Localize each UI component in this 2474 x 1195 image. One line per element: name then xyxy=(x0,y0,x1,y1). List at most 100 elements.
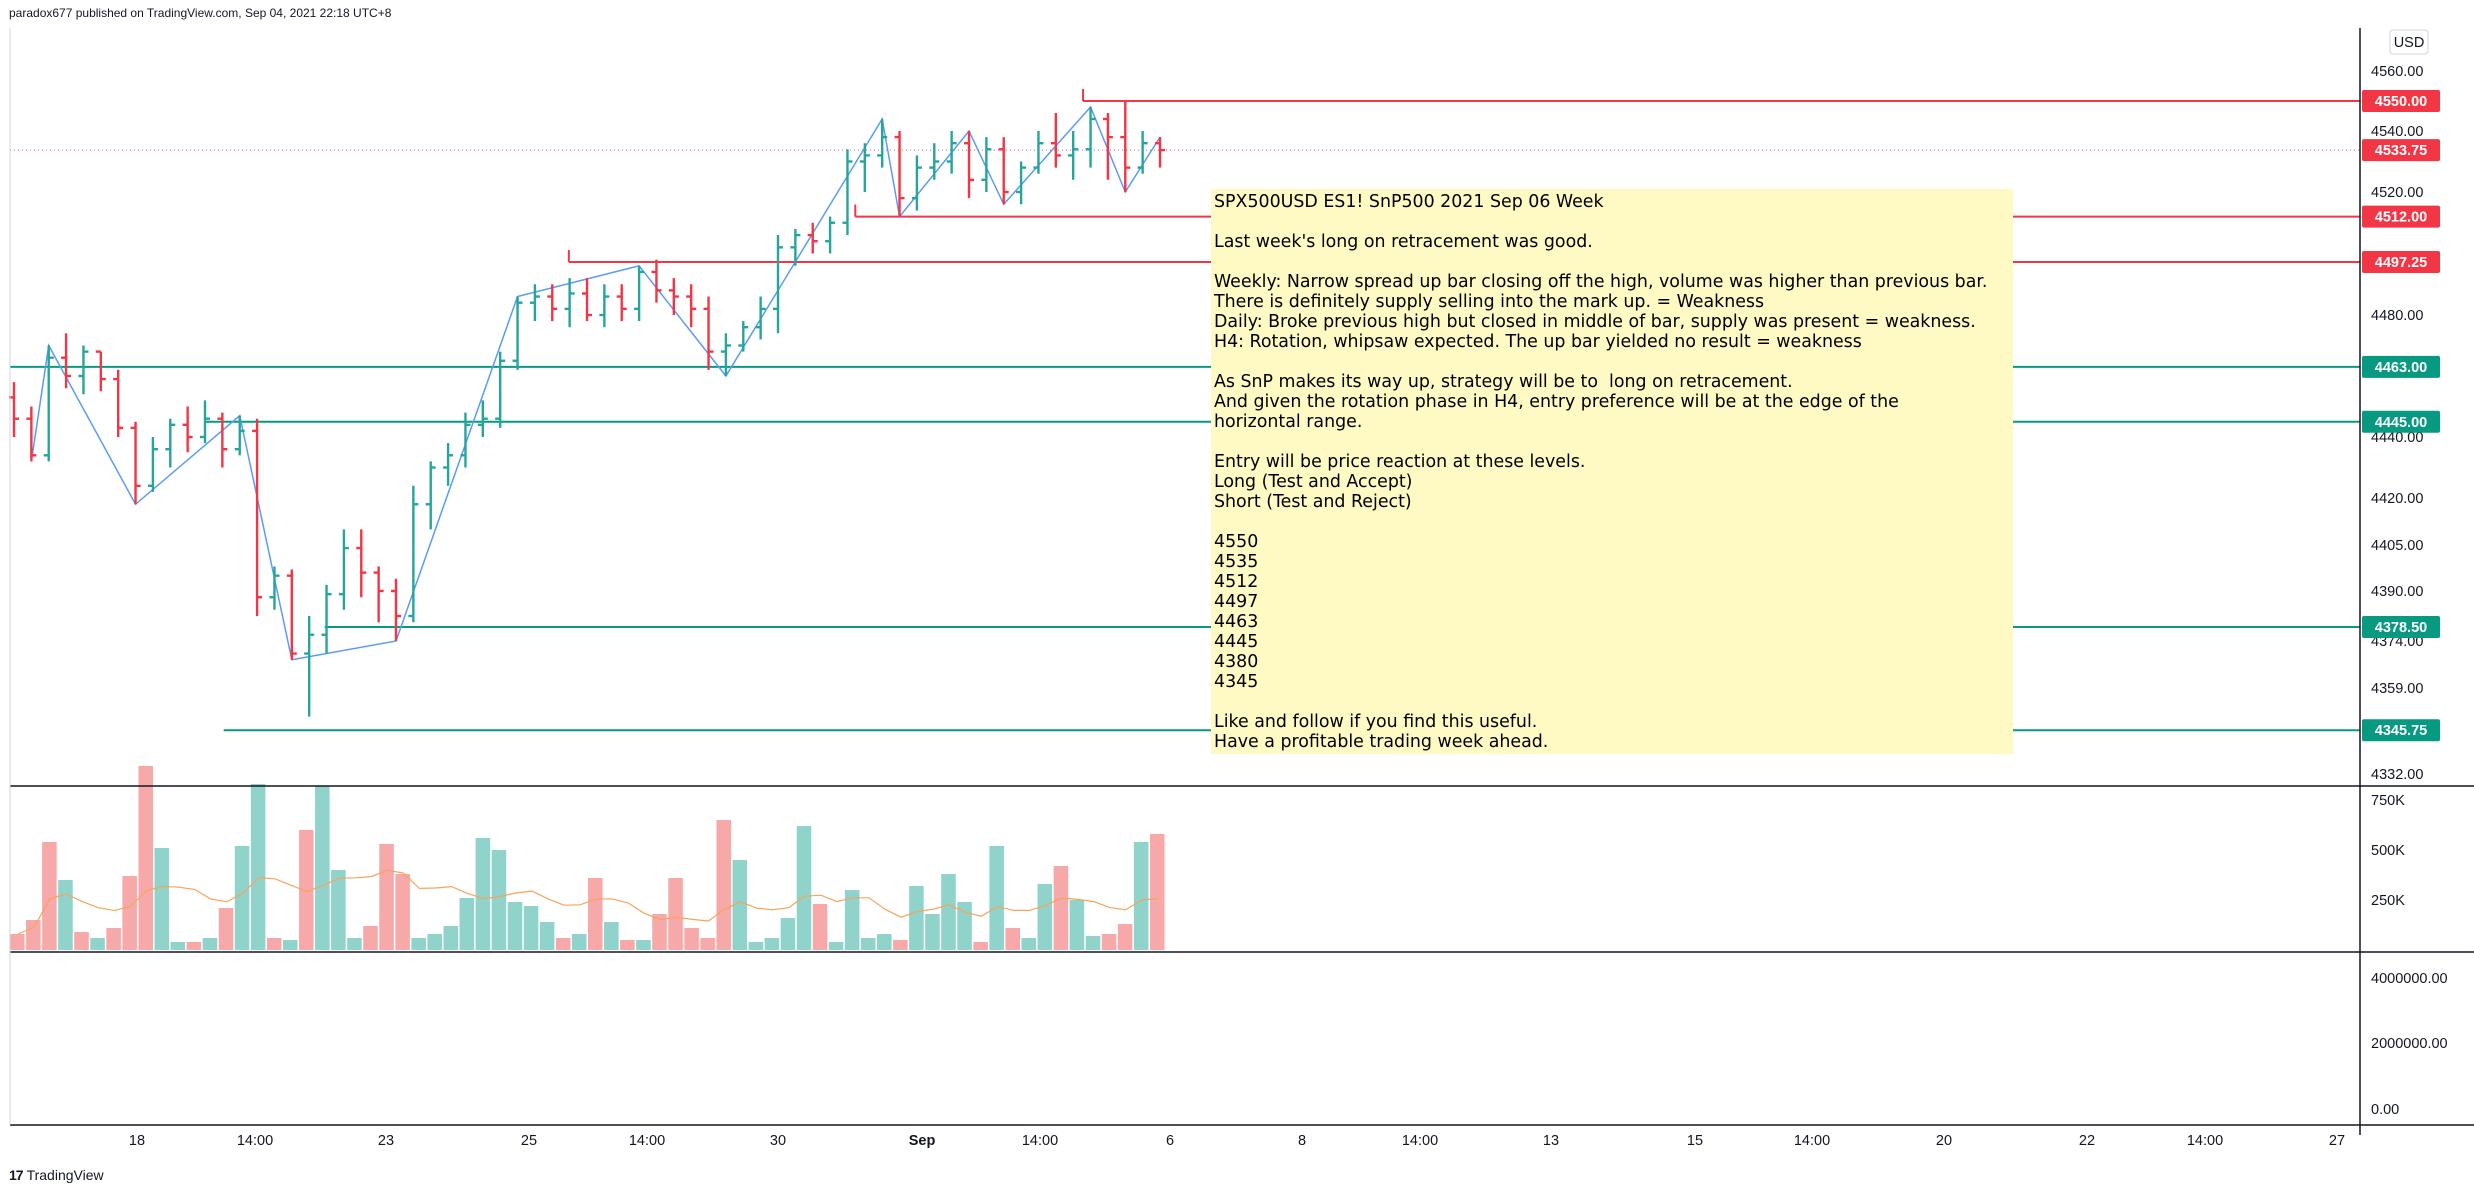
volume-tick-label: 250K xyxy=(2371,893,2405,909)
ohlc-bar xyxy=(825,216,836,254)
volume-bar xyxy=(26,920,41,950)
note-line: Weekly: Narrow spread up bar closing off… xyxy=(1214,272,1988,292)
note-line: 4380 xyxy=(1214,652,1259,672)
volume-bar xyxy=(796,826,812,950)
volume-tick-label: 750K xyxy=(2371,793,2405,809)
volume-bar xyxy=(1117,924,1133,950)
level-price-tag xyxy=(2362,250,2440,273)
time-tick-label: 14:00 xyxy=(629,1133,665,1149)
volume-bar xyxy=(957,902,972,950)
ohlc-bar xyxy=(182,406,193,453)
ohlc-bar xyxy=(61,333,72,389)
volume-bar xyxy=(523,906,539,950)
ohlc-bar xyxy=(616,284,627,322)
volume-bar xyxy=(652,914,667,950)
ohlc-bar xyxy=(1016,161,1027,205)
note-line: 4445 xyxy=(1214,632,1259,652)
volume-bar xyxy=(748,942,764,950)
ohlc-bar xyxy=(26,406,37,462)
time-tick-label: 27 xyxy=(2329,1133,2345,1149)
time-tick-label: 25 xyxy=(521,1133,537,1149)
ohlc-bar xyxy=(286,569,297,660)
ohlc-bar xyxy=(582,278,592,322)
note-line: 4345 xyxy=(1214,672,1259,692)
volume-bar xyxy=(411,938,426,950)
volume-bar xyxy=(1037,884,1053,950)
ohlc-bar xyxy=(859,143,870,192)
volume-bar xyxy=(1133,842,1149,950)
volume-bar xyxy=(941,874,956,950)
ohlc-bar xyxy=(1068,131,1079,180)
ohlc-bar xyxy=(651,259,662,303)
price-tick-label: 4520.00 xyxy=(2371,185,2423,201)
volume-bar xyxy=(379,844,394,950)
ohlc-bar xyxy=(911,155,922,211)
volume-bar xyxy=(828,942,844,950)
volume-bar xyxy=(764,938,780,950)
ohlc-bar xyxy=(1050,113,1061,168)
volume-tick-label: 500K xyxy=(2371,843,2405,859)
volume-bar xyxy=(10,934,25,950)
volume-bar xyxy=(218,908,234,950)
level-price-label: 4512.00 xyxy=(2375,210,2427,226)
time-tick-label: 14:00 xyxy=(1794,1133,1830,1149)
level-price-tag xyxy=(2362,90,2440,112)
volume-bar xyxy=(844,890,860,950)
ohlc-bar xyxy=(165,418,176,468)
brand-name: TradingView xyxy=(26,1167,104,1183)
volume-bar xyxy=(684,928,699,950)
price-tick-label: 4359.00 xyxy=(2371,681,2423,697)
publish-info: paradox677 published on TradingView.com,… xyxy=(9,6,392,20)
volume-bar xyxy=(266,938,282,950)
ohlc-bar xyxy=(408,485,419,623)
time-tick-label: 30 xyxy=(770,1133,786,1149)
oscillator-tick-label: 4000000.00 xyxy=(2371,971,2448,987)
note-line: Last week's long on retracement was good… xyxy=(1214,232,1593,252)
time-tick-label: 13 xyxy=(1543,1133,1559,1149)
level-price-tag xyxy=(2362,355,2440,378)
time-tick-label: 20 xyxy=(1936,1133,1952,1149)
ohlc-bar xyxy=(842,149,853,236)
ohlc-bar xyxy=(755,296,766,340)
level-price-label: 4550.00 xyxy=(2375,94,2427,110)
volume-bar xyxy=(571,934,587,950)
ohlc-bar xyxy=(703,296,714,370)
time-tick-label: 23 xyxy=(378,1133,394,1149)
ohlc-bar xyxy=(894,131,905,217)
volume-bar xyxy=(395,874,410,950)
note-line: 4550 xyxy=(1214,532,1259,552)
ohlc-bar xyxy=(443,443,454,486)
volume-bar xyxy=(588,878,603,950)
ohlc-bar xyxy=(113,369,124,437)
volume-bar xyxy=(363,926,378,950)
oscillator-tick-label: 0.00 xyxy=(2371,1102,2399,1118)
time-tick-label: Sep xyxy=(909,1133,936,1149)
last-price-label: 4533.75 xyxy=(2375,143,2427,159)
currency-label: USD xyxy=(2394,35,2425,51)
ohlc-bar xyxy=(234,415,245,456)
ohlc-bar xyxy=(512,296,523,370)
time-tick-label: 15 xyxy=(1687,1133,1703,1149)
ohlc-bar xyxy=(200,400,210,444)
price-tick-label: 4560.00 xyxy=(2371,64,2423,80)
ohlc-bar xyxy=(547,284,558,322)
volume-bar xyxy=(122,876,137,950)
volume-bar xyxy=(893,940,908,950)
price-tick-label: 4405.00 xyxy=(2371,538,2423,554)
time-tick-label: 8 xyxy=(1298,1133,1306,1149)
volume-bar xyxy=(58,880,73,950)
note-line: Have a profitable trading week ahead. xyxy=(1214,732,1549,752)
price-tick-label: 4480.00 xyxy=(2371,308,2423,324)
note-line xyxy=(1214,512,2013,532)
ohlc-bar xyxy=(720,333,731,376)
volume-bar xyxy=(877,934,892,950)
level-price-label: 4497.25 xyxy=(2375,255,2427,271)
level-price-label: 4445.00 xyxy=(2375,415,2427,431)
last-price-tag xyxy=(2362,139,2440,162)
volume-bar xyxy=(700,938,715,950)
ohlc-bar xyxy=(998,137,1009,205)
note-line: Short (Test and Reject) xyxy=(1214,492,1412,512)
zigzag-line xyxy=(30,105,1161,661)
ohlc-bar xyxy=(217,412,228,468)
ohlc-bar xyxy=(529,284,540,322)
